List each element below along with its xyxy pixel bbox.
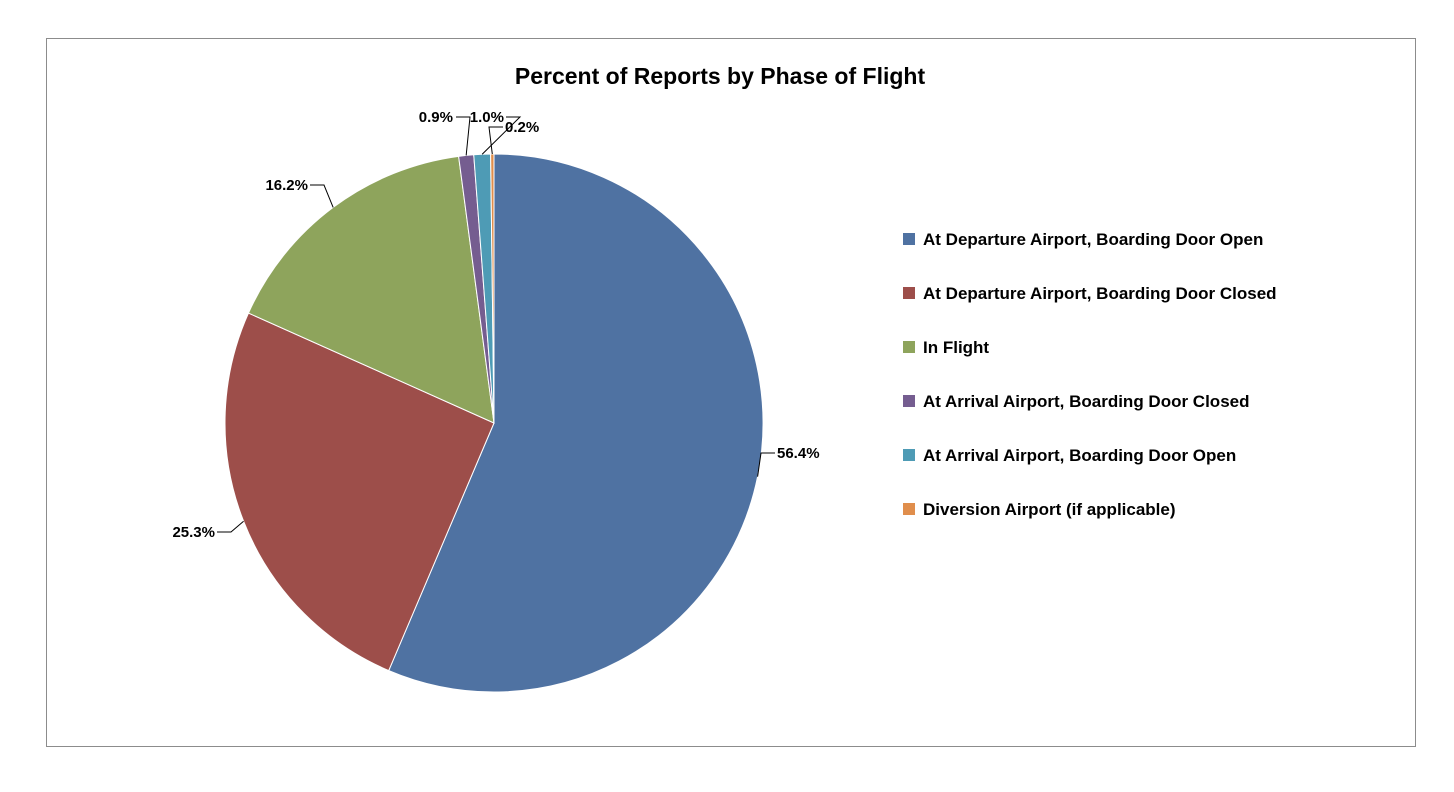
legend-label-diversion-airport-if-applicable: Diversion Airport (if applicable) (923, 500, 1176, 519)
pie-slice-at-departure-airport-boarding-door-closed (224, 312, 495, 672)
leader-line-in-flight (310, 184, 334, 208)
legend-label-at-departure-airport-boarding-door-closed: At Departure Airport, Boarding Door Clos… (923, 284, 1277, 303)
data-label-at-arrival-airport-boarding-door-open: 1.0% (470, 109, 504, 126)
leader-line-at-departure-airport-boarding-door-closed (217, 520, 244, 533)
legend-label-in-flight: In Flight (923, 338, 989, 357)
data-label-diversion-airport-if-applicable: 0.2% (505, 119, 539, 136)
legend: At Departure Airport, Boarding Door Open… (903, 230, 1277, 519)
legend-swatch-diversion-airport-if-applicable (903, 503, 915, 515)
pie-slices (224, 153, 764, 693)
data-label-at-arrival-airport-boarding-door-closed: 0.9% (419, 109, 453, 126)
leader-lines (217, 116, 775, 533)
legend-label-at-departure-airport-boarding-door-open: At Departure Airport, Boarding Door Open (923, 230, 1263, 249)
legend-swatch-at-departure-airport-boarding-door-closed (903, 287, 915, 299)
legend-swatch-at-arrival-airport-boarding-door-closed (903, 395, 915, 407)
legend-swatch-at-departure-airport-boarding-door-open (903, 233, 915, 245)
pie-slice-at-departure-airport-boarding-door-open (388, 153, 764, 693)
data-label-at-departure-airport-boarding-door-open: 56.4% (777, 445, 820, 462)
legend-swatch-in-flight (903, 341, 915, 353)
chart-title: Percent of Reports by Phase of Flight (515, 63, 926, 89)
data-label-in-flight: 16.2% (265, 177, 308, 194)
data-label-at-departure-airport-boarding-door-closed: 25.3% (172, 524, 215, 541)
legend-label-at-arrival-airport-boarding-door-open: At Arrival Airport, Boarding Door Open (923, 446, 1236, 465)
leader-line-at-departure-airport-boarding-door-open (757, 452, 775, 477)
data-labels: 56.4% 25.3% 16.2% 0.9% 1.0%0.2% (172, 109, 819, 541)
leader-line-at-arrival-airport-boarding-door-closed (456, 116, 471, 156)
leader-line-at-arrival-airport-boarding-door-open (481, 116, 522, 155)
leader-line-diversion-airport-if-applicable (488, 126, 503, 155)
legend-swatch-at-arrival-airport-boarding-door-open (903, 449, 915, 461)
legend-label-at-arrival-airport-boarding-door-closed: At Arrival Airport, Boarding Door Closed (923, 392, 1250, 411)
pie-slice-in-flight (247, 155, 495, 424)
